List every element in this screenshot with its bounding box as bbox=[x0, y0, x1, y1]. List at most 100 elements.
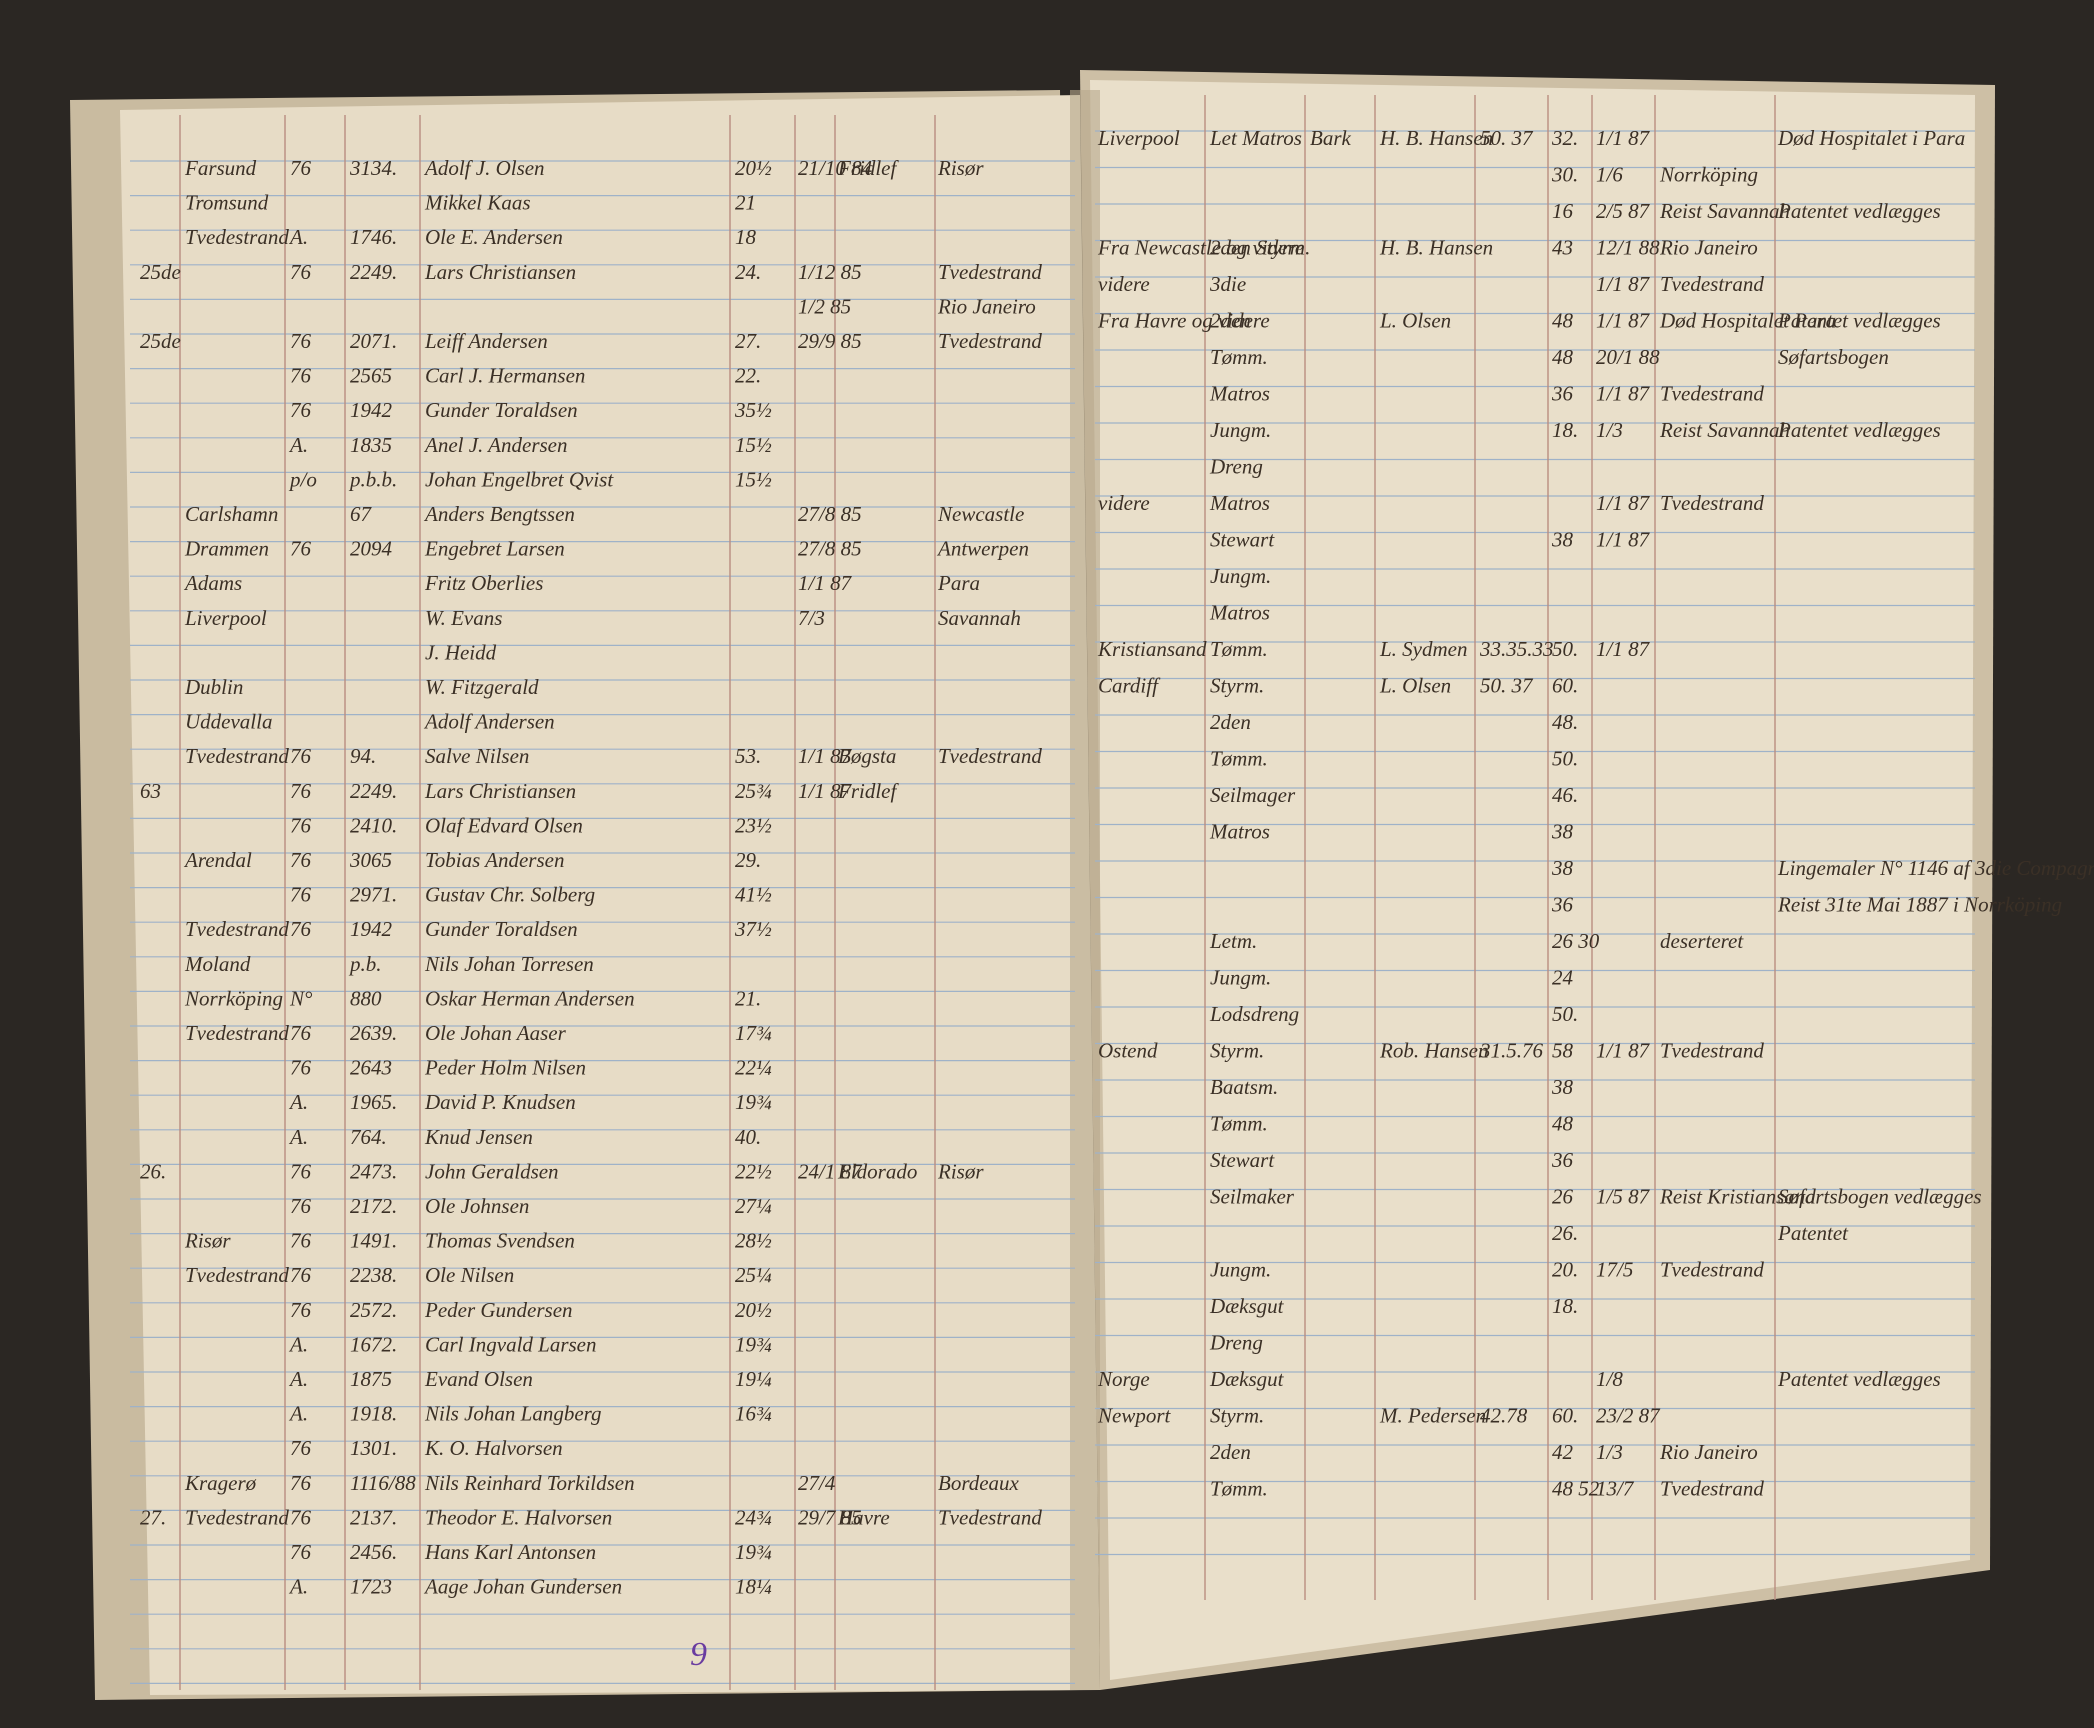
entry-mark: 76 bbox=[290, 1436, 312, 1460]
entry-rank: Jungm. bbox=[1210, 966, 1271, 990]
entry-age: 36 bbox=[1551, 893, 1574, 917]
entry-destination: Tvedestrand bbox=[1660, 1258, 1764, 1282]
entry-owner: Rob. Hansen bbox=[1379, 1039, 1489, 1063]
entry-name: Anel J. Andersen bbox=[423, 433, 568, 457]
entry-place: Tvedestrand bbox=[185, 917, 289, 941]
entry-place: Adams bbox=[183, 571, 242, 595]
entry-no: 2249. bbox=[350, 779, 397, 803]
entry-age: 19¾ bbox=[735, 1332, 772, 1356]
entry-rank: Jungm. bbox=[1210, 564, 1271, 588]
entry-age: 26 bbox=[1552, 1185, 1574, 1209]
entry-name: J. Heidd bbox=[425, 640, 497, 664]
entry-place: Arendal bbox=[183, 848, 252, 872]
entry-age: 16 bbox=[1552, 199, 1574, 223]
entry-no: 2473. bbox=[350, 1159, 397, 1183]
entry-no: 2639. bbox=[350, 1021, 397, 1045]
entry-margin: 25de bbox=[140, 329, 181, 353]
entry-age: 15½ bbox=[735, 467, 772, 491]
entry-date: 1/6 bbox=[1596, 163, 1623, 187]
entry-no: 1918. bbox=[350, 1402, 397, 1426]
entry-owner: L. Olsen bbox=[1379, 674, 1451, 698]
entry-age: 48 52 bbox=[1552, 1477, 1600, 1501]
entry-owner: M. Pedersen bbox=[1379, 1404, 1486, 1428]
entry-age: 26. bbox=[1552, 1221, 1578, 1245]
entry-rank: Styrm. bbox=[1210, 1039, 1264, 1063]
entry-rank: Matros bbox=[1209, 820, 1270, 844]
entry-no: 67 bbox=[350, 502, 373, 526]
entry-rank: Stewart bbox=[1210, 1148, 1275, 1172]
entry-date: 20/1 88 bbox=[1596, 345, 1660, 369]
entry-destination: Tvedestrand bbox=[1660, 382, 1764, 406]
entry-destination: Newcastle bbox=[937, 502, 1024, 526]
entry-name: Adolf J. Olsen bbox=[423, 156, 545, 180]
entry-name: Ole Johan Aaser bbox=[425, 1021, 567, 1045]
entry-date: 1/1 87 bbox=[798, 744, 853, 768]
entry-age: 27¼ bbox=[735, 1194, 772, 1218]
entry-no: 1942 bbox=[350, 398, 393, 422]
entry-age: 18. bbox=[1552, 418, 1578, 442]
entry-name: Gustav Chr. Solberg bbox=[425, 883, 595, 907]
entry-age: 48. bbox=[1552, 710, 1578, 734]
entry-mark: 76 bbox=[290, 364, 312, 388]
entry-name: K. O. Halvorsen bbox=[424, 1436, 563, 1460]
entry-rank: Lodsdreng bbox=[1209, 1002, 1299, 1026]
entry-rank: Tømm. bbox=[1210, 747, 1268, 771]
entry-ship: Fridlef bbox=[837, 156, 899, 180]
entry-mark: 76 bbox=[290, 917, 312, 941]
entry-name: W. Evans bbox=[425, 606, 502, 630]
entry-date: 27/4 bbox=[798, 1471, 836, 1495]
entry-date: 21/10 84 bbox=[798, 156, 873, 180]
entry-age: 50. bbox=[1552, 747, 1578, 771]
entry-no: 50. 37 bbox=[1480, 126, 1534, 150]
entry-name: Salve Nilsen bbox=[425, 744, 529, 768]
entry-no: 3134. bbox=[349, 156, 397, 180]
entry-age: 22¼ bbox=[735, 1056, 772, 1080]
entry-date: 29/7 85 bbox=[798, 1505, 862, 1529]
entry-port: Liverpool bbox=[1097, 126, 1180, 150]
entry-name: Mikkel Kaas bbox=[424, 191, 531, 215]
entry-age: 19¾ bbox=[735, 1540, 772, 1564]
entry-age: 50. bbox=[1552, 637, 1578, 661]
entry-destination: Risør bbox=[937, 156, 984, 180]
entry-name: David P. Knudsen bbox=[424, 1090, 576, 1114]
entry-date: 1/8 bbox=[1596, 1367, 1623, 1391]
entry-name: Lars Christiansen bbox=[424, 779, 576, 803]
entry-destination: Rio Janeiro bbox=[1659, 236, 1758, 260]
entry-no: 2094 bbox=[350, 537, 393, 561]
entry-name: Thomas Svendsen bbox=[425, 1229, 575, 1253]
entry-destination: deserteret bbox=[1660, 929, 1744, 953]
entry-rank: Seilmaker bbox=[1210, 1185, 1295, 1209]
entry-rank: Tømm. bbox=[1210, 637, 1268, 661]
entry-remark: Reist 31te Mai 1887 i Norrköping bbox=[1777, 893, 2062, 917]
entry-mark: 76 bbox=[290, 329, 312, 353]
gutter bbox=[1070, 90, 1100, 1690]
entry-place: Tvedestrand bbox=[185, 1505, 289, 1529]
entry-age: 18 bbox=[735, 225, 757, 249]
entry-no: 31.5.76 bbox=[1479, 1039, 1544, 1063]
entry-mark: N° bbox=[289, 986, 313, 1010]
entry-remark: Søfartsbogen bbox=[1778, 345, 1889, 369]
entry-remark: Søfartsbogen vedlægges bbox=[1778, 1185, 1982, 1209]
entry-destination: Norrköping bbox=[1659, 163, 1758, 187]
entry-age: 25¾ bbox=[735, 779, 772, 803]
entry-no: 2137. bbox=[350, 1505, 397, 1529]
entry-age: 16¾ bbox=[735, 1402, 772, 1426]
entry-rank: Seilmager bbox=[1210, 783, 1296, 807]
entry-rank: Dæksgut bbox=[1209, 1294, 1285, 1318]
entry-date: 1/3 bbox=[1596, 1440, 1623, 1464]
entry-age: 58 bbox=[1552, 1039, 1574, 1063]
entry-mark: 76 bbox=[290, 398, 312, 422]
entry-port: Norge bbox=[1097, 1367, 1150, 1391]
entry-mark: 76 bbox=[290, 1159, 312, 1183]
entry-name: Evand Olsen bbox=[424, 1367, 533, 1391]
entry-rank: 2den bbox=[1210, 1440, 1251, 1464]
entry-rank: Matros bbox=[1209, 382, 1270, 406]
entry-name: Hans Karl Antonsen bbox=[424, 1540, 596, 1564]
entry-rank: 3die bbox=[1209, 272, 1246, 296]
entry-date: 12/1 88 bbox=[1596, 236, 1660, 260]
entry-name: Gunder Toraldsen bbox=[425, 398, 578, 422]
entry-date: 1/1 87 bbox=[1596, 309, 1651, 333]
entry-age: 60. bbox=[1552, 1404, 1578, 1428]
entry-date: 24/1 87 bbox=[798, 1159, 863, 1183]
